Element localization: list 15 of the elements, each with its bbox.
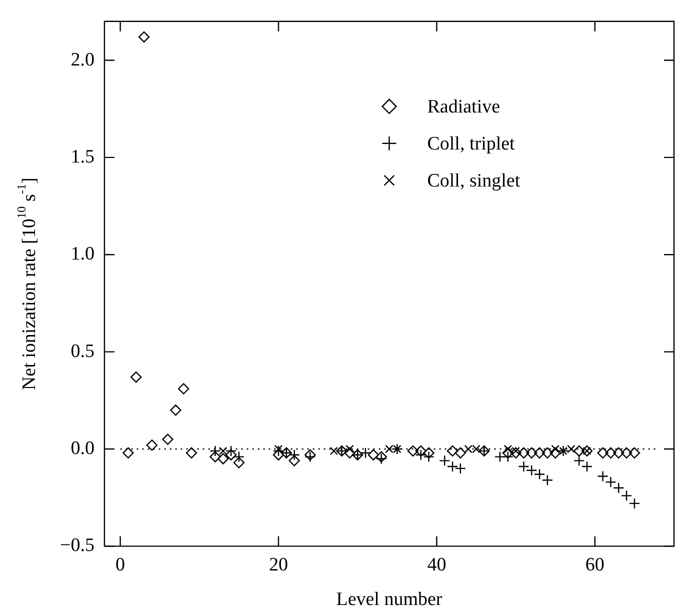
x-tick-label: 40: [427, 554, 446, 576]
y-tick-label: 0.0: [70, 438, 94, 459]
y-tick-label: 1.5: [70, 146, 94, 168]
x-tick-label: 20: [268, 554, 288, 576]
legend-label: Coll, triplet: [427, 133, 516, 154]
x-tick-label: 60: [585, 554, 604, 576]
legend-label: Radiative: [427, 96, 500, 118]
y-tick-label: −0.5: [60, 535, 94, 556]
y-axis-title: Net ionization rate [1010 s-1]: [14, 178, 40, 390]
y-tick-label: 0.5: [70, 340, 94, 362]
legend-label: Coll, singlet: [427, 170, 521, 192]
x-tick-label: 0: [116, 554, 126, 576]
y-tick-label: 2.0: [70, 49, 94, 70]
y-tick-label: 1.0: [70, 244, 94, 265]
x-axis-title: Level number: [336, 588, 443, 610]
